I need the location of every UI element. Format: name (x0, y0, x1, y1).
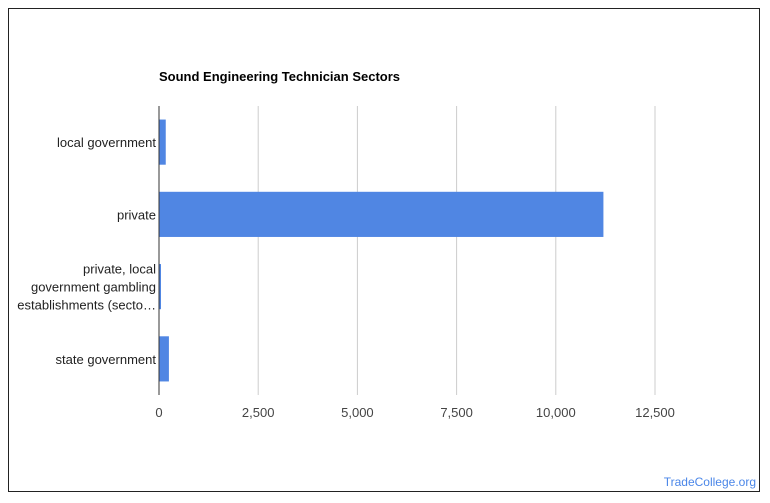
bars (159, 119, 604, 382)
x-tick-label: 7,500 (440, 405, 473, 420)
chart-title: Sound Engineering Technician Sectors (159, 69, 400, 84)
bar[interactable] (159, 191, 604, 237)
x-tick-label: 2,500 (242, 405, 275, 420)
category-label: local government (57, 135, 156, 150)
x-tick-label: 12,500 (635, 405, 675, 420)
bar[interactable] (159, 264, 161, 310)
chart-frame (8, 8, 760, 492)
x-tick-label: 0 (155, 405, 162, 420)
bar[interactable] (159, 119, 166, 165)
credit-link[interactable]: TradeCollege.org (663, 475, 756, 489)
category-label: private (117, 207, 156, 222)
gridlines (257, 106, 656, 395)
category-label: state government (56, 352, 157, 367)
bar[interactable] (159, 336, 169, 382)
category-label: private, local government gambling establi… (17, 262, 156, 313)
x-tick-labels: 0 2,500 5,000 7,500 10,000 12,500 (155, 405, 675, 420)
category-labels: local government private private, local gov… (17, 135, 156, 367)
x-tick-label: 5,000 (341, 405, 374, 420)
x-tick-label: 10,000 (536, 405, 576, 420)
